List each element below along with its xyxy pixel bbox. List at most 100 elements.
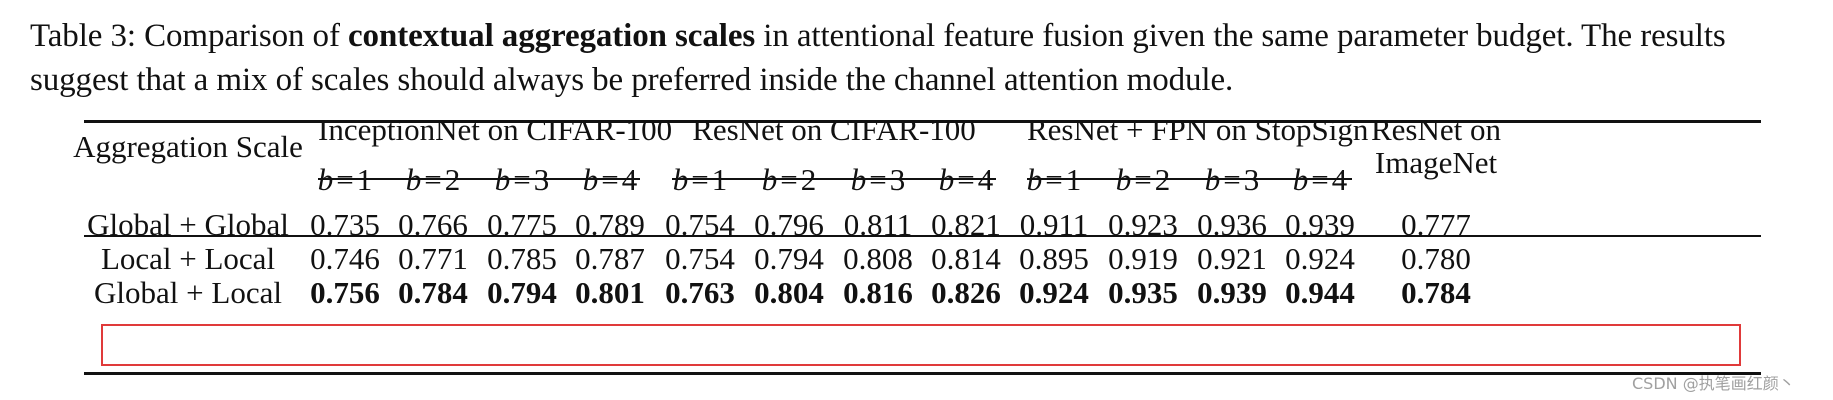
table-cell-0-6: 0.811 bbox=[843, 207, 913, 242]
watermark: CSDN @执笔画红颜丶 bbox=[1632, 374, 1795, 393]
row-header-label: Aggregation Scale bbox=[73, 129, 303, 164]
table-cell-2-10: 0.939 bbox=[1197, 275, 1267, 310]
table-cell-1-7: 0.814 bbox=[931, 241, 1001, 276]
b-symbol: b bbox=[317, 162, 334, 197]
b-value: 1 bbox=[711, 162, 728, 197]
table-cell-1-6: 0.808 bbox=[843, 241, 913, 276]
table-cell-1-3: 0.787 bbox=[575, 241, 645, 276]
caption-bold-term: contextual aggregation scales bbox=[348, 18, 756, 54]
eq-symbol: = bbox=[691, 162, 709, 197]
b-header-2-1: b=2 bbox=[1098, 163, 1188, 197]
b-value: 3 bbox=[533, 162, 550, 197]
group-underline-2 bbox=[1027, 178, 1352, 180]
table-cell-0-2: 0.775 bbox=[487, 207, 557, 242]
table-cell-1-4: 0.754 bbox=[665, 241, 735, 276]
table-cell-0-11: 0.939 bbox=[1285, 207, 1355, 242]
table-cell-0-9: 0.923 bbox=[1108, 207, 1178, 242]
b-header-1-1: b=2 bbox=[744, 163, 834, 197]
group-header-1: ResNet on CIFAR-100 bbox=[692, 112, 976, 147]
b-symbol: b bbox=[1026, 162, 1043, 197]
table-cell-1-11: 0.924 bbox=[1285, 241, 1355, 276]
table-cell-2-6: 0.816 bbox=[843, 275, 913, 310]
caption-suffix: in attentional feature fusion given the … bbox=[30, 18, 1726, 98]
eq-symbol: = bbox=[869, 162, 887, 197]
table-cell-2-0: 0.756 bbox=[310, 275, 380, 310]
b-value: 4 bbox=[1331, 162, 1348, 197]
b-value: 1 bbox=[1065, 162, 1082, 197]
table-cell-0-5: 0.796 bbox=[754, 207, 824, 242]
table-cell-2-5: 0.804 bbox=[754, 275, 824, 310]
table-cell-2-7: 0.826 bbox=[931, 275, 1001, 310]
b-header-2-2: b=3 bbox=[1187, 163, 1277, 197]
b-value: 2 bbox=[444, 162, 461, 197]
group-underline-0 bbox=[318, 178, 640, 180]
eq-symbol: = bbox=[957, 162, 975, 197]
b-symbol: b bbox=[494, 162, 511, 197]
b-symbol: b bbox=[850, 162, 867, 197]
b-value: 1 bbox=[356, 162, 373, 197]
table-cell-2-3: 0.801 bbox=[575, 275, 645, 310]
table-cell-1-12: 0.780 bbox=[1401, 241, 1471, 276]
table-top-rule bbox=[84, 120, 1761, 123]
b-header-0-1: b=2 bbox=[388, 163, 478, 197]
b-symbol: b bbox=[761, 162, 778, 197]
highlight-box bbox=[101, 324, 1741, 366]
eq-symbol: = bbox=[1134, 162, 1152, 197]
b-header-0-2: b=3 bbox=[477, 163, 567, 197]
caption-prefix: Table 3: Comparison of bbox=[30, 18, 348, 54]
table-cell-0-3: 0.789 bbox=[575, 207, 645, 242]
b-symbol: b bbox=[582, 162, 599, 197]
b-value: 2 bbox=[1154, 162, 1171, 197]
b-value: 3 bbox=[889, 162, 906, 197]
table-cell-2-8: 0.924 bbox=[1019, 275, 1089, 310]
b-header-2-0: b=1 bbox=[1009, 163, 1099, 197]
table-cell-1-10: 0.921 bbox=[1197, 241, 1267, 276]
eq-symbol: = bbox=[336, 162, 354, 197]
eq-symbol: = bbox=[424, 162, 442, 197]
row-label-0: Global + Global bbox=[87, 207, 289, 242]
b-header-1-2: b=3 bbox=[833, 163, 923, 197]
group-underline-1 bbox=[672, 178, 996, 180]
eq-symbol: = bbox=[1045, 162, 1063, 197]
b-header-1-3: b=4 bbox=[921, 163, 1011, 197]
table-cell-0-1: 0.766 bbox=[398, 207, 468, 242]
table-cell-2-12: 0.784 bbox=[1401, 275, 1471, 310]
table-cell-2-9: 0.935 bbox=[1108, 275, 1178, 310]
table-cell-1-8: 0.895 bbox=[1019, 241, 1089, 276]
table-caption: Table 3: Comparison of contextual aggreg… bbox=[30, 14, 1820, 102]
table-bottom-rule bbox=[84, 372, 1761, 375]
eq-symbol: = bbox=[601, 162, 619, 197]
row-label-2: Global + Local bbox=[94, 275, 282, 310]
b-header-2-3: b=4 bbox=[1275, 163, 1365, 197]
b-symbol: b bbox=[938, 162, 955, 197]
table-cell-0-8: 0.911 bbox=[1019, 207, 1089, 242]
table-cell-1-0: 0.746 bbox=[310, 241, 380, 276]
imagenet-header-line1: ResNet on bbox=[1370, 112, 1501, 147]
b-symbol: b bbox=[1292, 162, 1309, 197]
group-header-2: ResNet + FPN on StopSign bbox=[1027, 112, 1369, 147]
table-cell-1-9: 0.919 bbox=[1108, 241, 1178, 276]
table-cell-2-1: 0.784 bbox=[398, 275, 468, 310]
b-value: 3 bbox=[1243, 162, 1260, 197]
b-symbol: b bbox=[405, 162, 422, 197]
table-cell-0-0: 0.735 bbox=[310, 207, 380, 242]
table-cell-0-4: 0.754 bbox=[665, 207, 735, 242]
b-header-1-0: b=1 bbox=[655, 163, 745, 197]
b-value: 4 bbox=[621, 162, 638, 197]
eq-symbol: = bbox=[780, 162, 798, 197]
table-cell-1-5: 0.794 bbox=[754, 241, 824, 276]
imagenet-header-line2: ImageNet bbox=[1374, 145, 1498, 180]
b-header-0-3: b=4 bbox=[565, 163, 655, 197]
eq-symbol: = bbox=[513, 162, 531, 197]
table-cell-2-2: 0.794 bbox=[487, 275, 557, 310]
table-cell-2-4: 0.763 bbox=[665, 275, 735, 310]
b-header-0-0: b=1 bbox=[300, 163, 390, 197]
eq-symbol: = bbox=[1311, 162, 1329, 197]
row-label-1: Local + Local bbox=[100, 241, 276, 276]
eq-symbol: = bbox=[1223, 162, 1241, 197]
table-cell-1-2: 0.785 bbox=[487, 241, 557, 276]
table-cell-2-11: 0.944 bbox=[1285, 275, 1355, 310]
table-cell-1-1: 0.771 bbox=[398, 241, 468, 276]
b-value: 4 bbox=[977, 162, 994, 197]
table-mid-rule bbox=[84, 235, 1761, 237]
